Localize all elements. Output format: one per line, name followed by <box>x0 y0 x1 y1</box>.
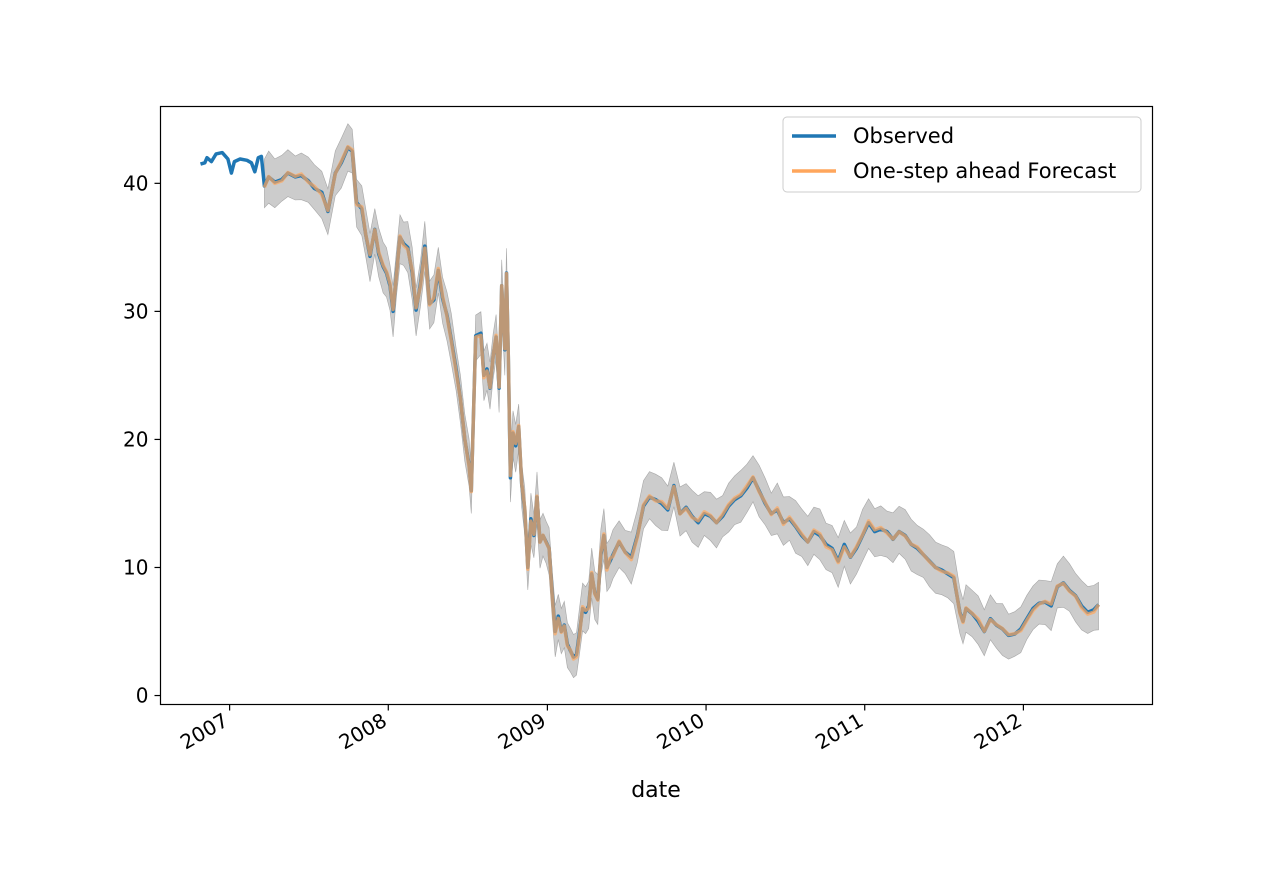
y-tick-label-0: 0 <box>136 684 149 708</box>
plot-area <box>199 123 1101 679</box>
y-tick-label-20: 20 <box>123 427 148 451</box>
y-tick-label-30: 30 <box>123 299 148 323</box>
legend-forecast-label: One-step ahead Forecast <box>853 159 1116 183</box>
plot-frame <box>159 105 1154 706</box>
y-tick-label-40: 40 <box>123 171 148 195</box>
x-axis-label: date <box>631 778 681 803</box>
forecast-line <box>262 144 1101 661</box>
forecast-confidence-band <box>264 123 1099 679</box>
x-tick-label-2011: 2011 <box>811 708 867 754</box>
legend: Observed One-step ahead Forecast <box>782 116 1142 193</box>
observed-line <box>199 145 1100 659</box>
x-tick-label-2007: 2007 <box>176 708 232 754</box>
y-axis: 0 10 20 30 40 <box>123 171 161 708</box>
x-tick-label-2010: 2010 <box>652 708 708 754</box>
y-tick-label-10: 10 <box>123 555 148 579</box>
x-axis: 2007 2008 2009 2010 2011 2012 <box>176 704 1026 754</box>
legend-observed-label: Observed <box>853 124 954 148</box>
x-tick-label-2008: 2008 <box>335 708 391 754</box>
x-tick-label-2012: 2012 <box>970 708 1026 754</box>
x-tick-label-2009: 2009 <box>494 708 550 754</box>
legend-box <box>782 116 1142 193</box>
